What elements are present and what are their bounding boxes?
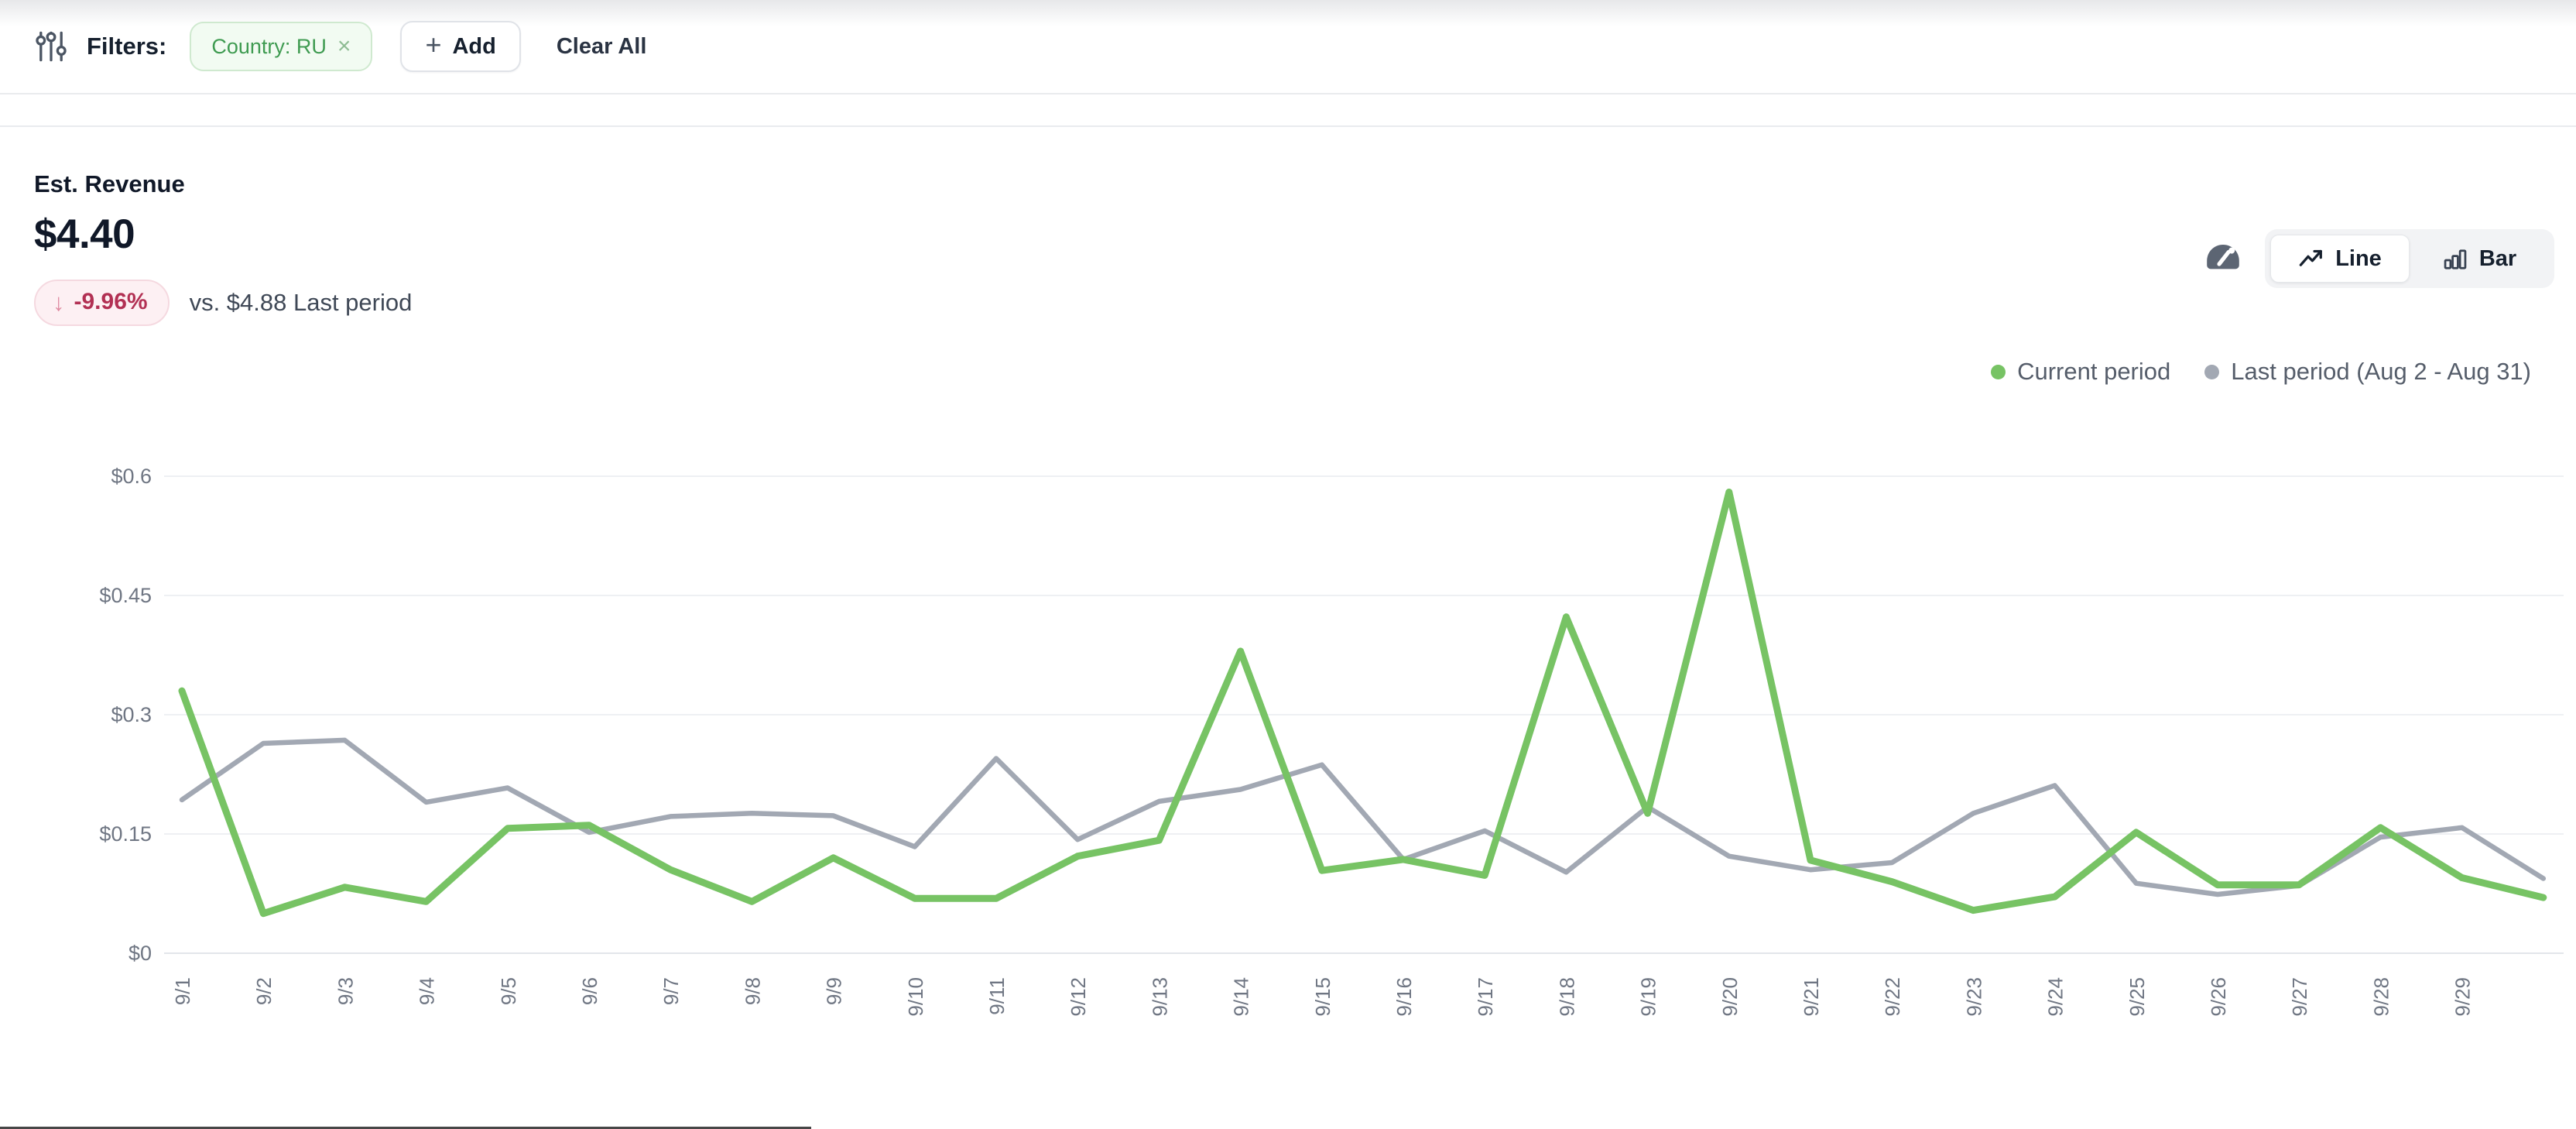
change-badge: ↓ -9.96%	[34, 280, 170, 326]
svg-text:9/15: 9/15	[1311, 977, 1334, 1017]
svg-text:9/24: 9/24	[2044, 977, 2067, 1017]
svg-text:$0.45: $0.45	[99, 584, 152, 607]
svg-text:9/6: 9/6	[578, 977, 601, 1005]
change-percent: -9.96%	[74, 289, 148, 314]
metric-header: Est. Revenue $4.40 ↓ -9.96% vs. $4.88 La…	[0, 127, 2576, 326]
legend-dot-current	[1991, 364, 2006, 379]
svg-text:9/1: 9/1	[171, 977, 194, 1005]
section-divider	[0, 94, 2576, 127]
svg-text:9/14: 9/14	[1230, 977, 1253, 1017]
toggle-line-button[interactable]: Line	[2270, 235, 2410, 283]
comparison-text: vs. $4.88 Last period	[189, 289, 413, 316]
svg-text:9/21: 9/21	[1800, 977, 1823, 1017]
filters-label: Filters:	[87, 33, 167, 60]
metric-change-row: ↓ -9.96% vs. $4.88 Last period	[34, 280, 2576, 326]
svg-text:9/27: 9/27	[2288, 977, 2311, 1017]
chart-legend: Current period Last period (Aug 2 - Aug …	[1991, 358, 2531, 386]
svg-text:9/29: 9/29	[2451, 977, 2475, 1017]
toggle-line-label: Line	[2335, 245, 2382, 271]
svg-text:9/2: 9/2	[252, 977, 276, 1005]
bottom-edge-artifact	[0, 1127, 811, 1129]
svg-text:9/18: 9/18	[1555, 977, 1578, 1017]
svg-text:9/25: 9/25	[2126, 977, 2149, 1017]
toggle-bar-button[interactable]: Bar	[2410, 235, 2549, 283]
svg-text:9/13: 9/13	[1148, 977, 1171, 1017]
add-filter-label: Add	[452, 33, 496, 59]
chart-type-toggle: Line Bar	[2265, 229, 2554, 288]
svg-text:9/9: 9/9	[823, 977, 846, 1005]
legend-label-last: Last period (Aug 2 - Aug 31)	[2231, 358, 2531, 385]
legend-item-last-period[interactable]: Last period (Aug 2 - Aug 31)	[2204, 358, 2531, 386]
filter-bar: Filters: Country: RU × + Add Clear All	[0, 0, 2576, 94]
svg-text:$0.3: $0.3	[111, 703, 152, 726]
svg-text:$0: $0	[128, 942, 152, 965]
metric-title: Est. Revenue	[34, 170, 185, 197]
legend-dot-last	[2204, 364, 2220, 379]
legend-item-current-period[interactable]: Current period	[1991, 358, 2170, 386]
svg-text:9/8: 9/8	[741, 977, 764, 1005]
toggle-bar-label: Bar	[2478, 245, 2517, 271]
filters-sliders-icon	[36, 31, 67, 62]
gauge-icon	[2207, 245, 2239, 269]
svg-text:$0.6: $0.6	[111, 465, 152, 488]
plus-icon: +	[425, 29, 442, 60]
svg-text:9/12: 9/12	[1067, 977, 1090, 1017]
svg-text:9/19: 9/19	[1637, 977, 1660, 1017]
svg-text:9/28: 9/28	[2369, 977, 2393, 1017]
svg-text:9/16: 9/16	[1392, 977, 1416, 1017]
add-filter-button[interactable]: + Add	[400, 21, 521, 72]
svg-text:$0.15: $0.15	[99, 822, 152, 846]
chip-remove-icon[interactable]: ×	[337, 33, 351, 59]
chart-controls: Line Bar	[2203, 229, 2554, 288]
svg-text:9/20: 9/20	[1718, 977, 1742, 1017]
metric-value: $4.40	[34, 211, 135, 257]
svg-text:9/17: 9/17	[1474, 977, 1497, 1017]
legend-label-current: Current period	[2017, 358, 2171, 385]
svg-text:9/5: 9/5	[497, 977, 520, 1005]
svg-text:9/23: 9/23	[1962, 977, 1985, 1017]
bar-chart-icon	[2444, 249, 2467, 269]
trending-up-icon	[2299, 249, 2323, 266]
clear-all-button[interactable]: Clear All	[556, 33, 647, 59]
svg-text:9/22: 9/22	[1881, 977, 1904, 1017]
svg-text:9/4: 9/4	[416, 977, 439, 1005]
svg-text:9/11: 9/11	[985, 977, 1009, 1015]
filter-chip-country[interactable]: Country: RU ×	[190, 22, 373, 71]
svg-text:9/26: 9/26	[2207, 977, 2230, 1017]
arrow-down-icon: ↓	[53, 288, 65, 316]
svg-text:9/3: 9/3	[334, 977, 357, 1005]
filter-chip-label: Country: RU	[211, 34, 327, 58]
gauge-button[interactable]	[2203, 240, 2243, 277]
svg-text:9/7: 9/7	[659, 977, 683, 1005]
svg-text:9/10: 9/10	[904, 977, 927, 1017]
